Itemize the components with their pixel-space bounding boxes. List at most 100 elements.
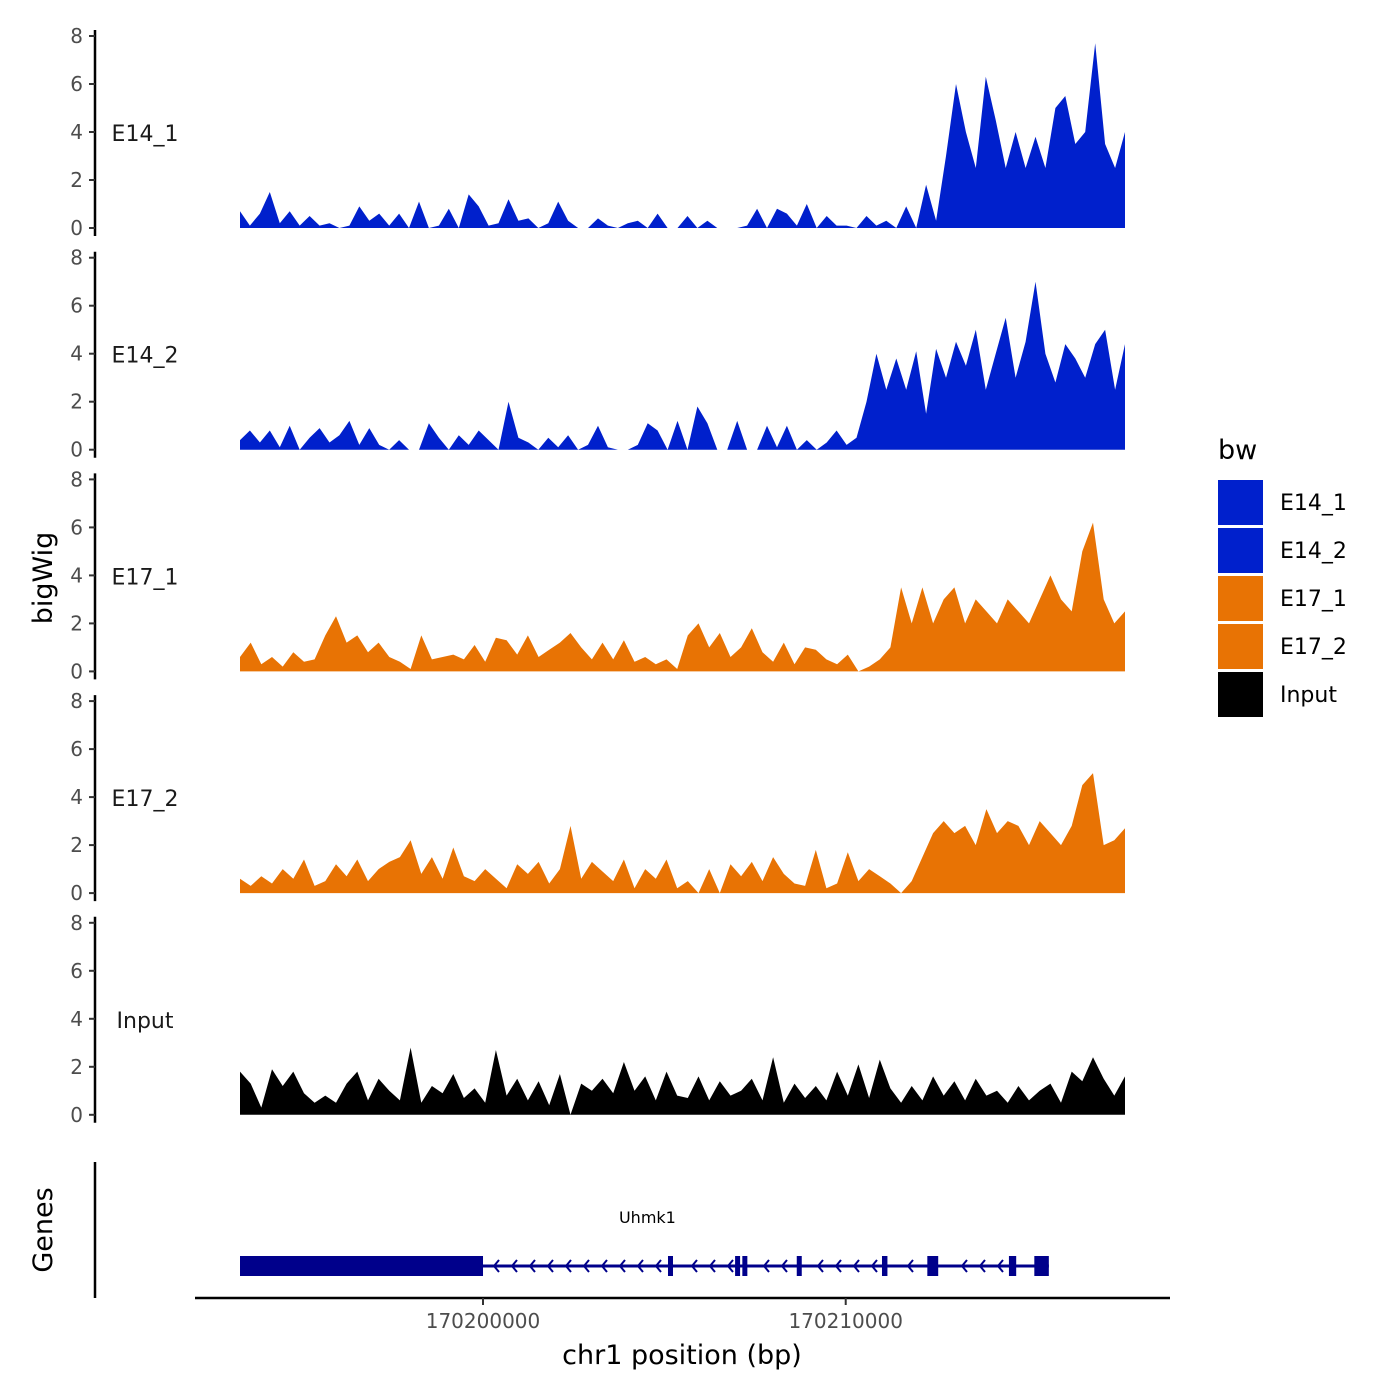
y-tick-label: 2 [70, 168, 83, 192]
strand-arrow [654, 1259, 662, 1273]
strand-arrow [582, 1259, 590, 1273]
signal-area [240, 281, 1125, 450]
y-tick-label: 8 [70, 24, 83, 48]
x-tick-label: 170210000 [788, 1309, 903, 1333]
gene-label: Uhmk1 [619, 1208, 676, 1227]
strand-arrow [492, 1259, 500, 1273]
strand-arrow [726, 1259, 734, 1273]
panel-label: Input [117, 1009, 174, 1034]
y-tick-label: 4 [70, 785, 83, 809]
legend-swatch [1218, 672, 1263, 717]
y-tick-label: 6 [70, 959, 83, 983]
strand-arrow [564, 1259, 572, 1273]
x-axis-title: chr1 position (bp) [562, 1340, 802, 1371]
strand-arrow [762, 1259, 770, 1273]
strand-arrow [780, 1259, 788, 1273]
gene-exon [927, 1256, 939, 1276]
strand-arrow [870, 1259, 878, 1273]
y-tick-label: 4 [70, 563, 83, 587]
panel-e14-2: 0 2 4 6 8 E14_2 [70, 246, 1125, 462]
gene-track-title: Genes [28, 1187, 59, 1272]
strand-arrow [906, 1259, 914, 1273]
strand-arrow [708, 1259, 716, 1273]
legend-entry-input: Input [1218, 672, 1337, 717]
y-tick-label: 2 [70, 1055, 83, 1079]
y-tick-label: 6 [70, 737, 83, 761]
y-tick-label: 4 [70, 120, 83, 144]
x-axis: 170200000 170210000 [195, 1296, 1170, 1333]
legend-label: E14_2 [1280, 539, 1347, 564]
legend: bw E14_1 E14_2 E17_1 E17_2 Input [1218, 435, 1347, 717]
strand-arrow [978, 1259, 986, 1273]
legend-swatch [1218, 528, 1263, 573]
panel-label: E17_2 [112, 787, 179, 812]
y-tick-label: 8 [70, 246, 83, 270]
y-tick-label: 0 [70, 659, 83, 683]
gene-exon [742, 1256, 748, 1276]
signal-panels: 0 2 4 6 8 E14_1 0 2 4 6 8 E14_2 0 2 4 6 8 E17_1 0 2 4 6 8 E17_2… [70, 24, 1125, 1127]
legend-swatch [1218, 624, 1263, 669]
strand-arrow [510, 1259, 518, 1273]
y-tick-label: 8 [70, 911, 83, 935]
legend-entry-e14-2: E14_2 [1218, 528, 1347, 573]
signal-area [240, 773, 1125, 894]
y-tick-label: 0 [70, 1103, 83, 1127]
gene-exon [796, 1256, 802, 1276]
legend-label: Input [1280, 683, 1337, 708]
legend-title: bw [1218, 435, 1257, 466]
y-tick-label: 2 [70, 390, 83, 414]
strand-arrow [852, 1259, 860, 1273]
strand-arrow [834, 1259, 842, 1273]
gene-track: Genes Uhmk1 [28, 1162, 1049, 1298]
strand-arrow [600, 1259, 608, 1273]
panel-label: E14_2 [112, 344, 179, 369]
y-tick-label: 6 [70, 294, 83, 318]
signal-area [240, 522, 1125, 672]
y-tick-label: 4 [70, 342, 83, 366]
panel-e17-1: 0 2 4 6 8 E17_1 [70, 467, 1125, 683]
signal-area [240, 1047, 1125, 1115]
y-axis-title: bigWig [28, 532, 59, 625]
strand-arrow [546, 1259, 554, 1273]
signal-area [240, 43, 1125, 229]
panel-e17-2: 0 2 4 6 8 E17_2 [70, 689, 1125, 905]
strand-arrow [618, 1259, 626, 1273]
legend-swatch [1218, 480, 1263, 525]
legend-swatch [1218, 576, 1263, 621]
strand-arrow [816, 1259, 824, 1273]
gene-exon [667, 1256, 673, 1276]
y-tick-label: 0 [70, 438, 83, 462]
gene-exon [1034, 1256, 1049, 1276]
y-tick-label: 2 [70, 833, 83, 857]
strand-arrow [996, 1259, 1004, 1273]
strand-arrow [690, 1259, 698, 1273]
y-tick-label: 0 [70, 881, 83, 905]
legend-entry-e17-1: E17_1 [1218, 576, 1347, 621]
strand-arrow [636, 1259, 644, 1273]
panel-label: E14_1 [112, 122, 179, 147]
panel-e14-1: 0 2 4 6 8 E14_1 [70, 24, 1125, 240]
panel-label: E17_1 [112, 565, 179, 590]
legend-entry-e14-1: E14_1 [1218, 480, 1347, 525]
gene-uhmk1: Uhmk1 [240, 1208, 1049, 1276]
legend-entry-e17-2: E17_2 [1218, 624, 1347, 669]
legend-label: E17_2 [1280, 635, 1347, 660]
y-tick-label: 6 [70, 72, 83, 96]
gene-exon [240, 1256, 484, 1276]
panel-input: 0 2 4 6 8 Input [70, 911, 1125, 1127]
gene-exon [881, 1256, 888, 1276]
y-tick-label: 0 [70, 216, 83, 240]
x-tick-label: 170200000 [426, 1309, 541, 1333]
gene-exon [735, 1256, 741, 1276]
y-tick-label: 4 [70, 1007, 83, 1031]
y-tick-label: 8 [70, 689, 83, 713]
y-tick-label: 8 [70, 467, 83, 491]
strand-arrow [960, 1259, 968, 1273]
legend-label: E17_1 [1280, 587, 1347, 612]
strand-arrow [528, 1259, 536, 1273]
legend-label: E14_1 [1280, 491, 1347, 516]
y-tick-label: 6 [70, 515, 83, 539]
y-tick-label: 2 [70, 611, 83, 635]
gene-exon [1008, 1256, 1017, 1276]
